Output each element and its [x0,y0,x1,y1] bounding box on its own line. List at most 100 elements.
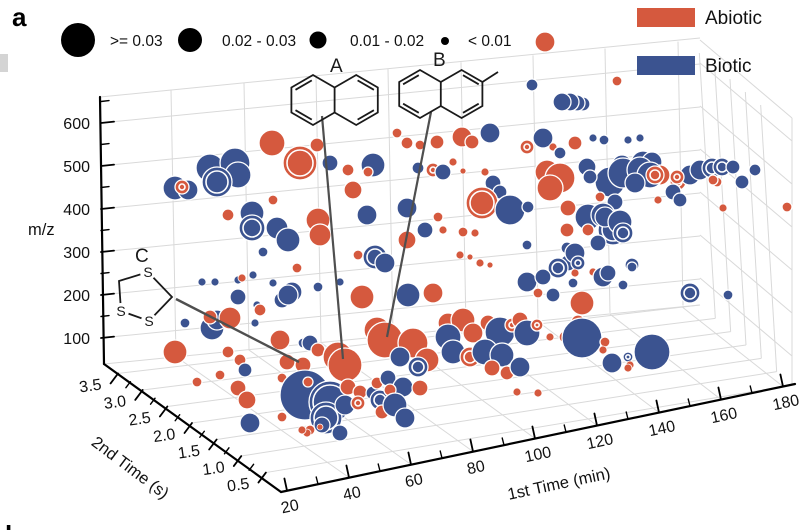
data-bubble-abiotic [162,339,188,365]
data-bubble-biotic [374,252,396,274]
data-bubble-biotic [623,135,633,145]
abiotic-label: Abiotic [705,8,762,29]
data-bubble-biotic [411,161,425,175]
data-bubble-biotic [479,122,501,144]
data-bubble-abiotic [581,223,595,237]
axis-line [779,373,784,388]
z-tick-label: 200 [63,288,90,305]
axis-line [100,185,110,189]
data-bubble-abiotic [536,174,564,202]
chemical-structures [113,68,499,329]
z-axis-title: m/z [28,221,55,239]
data-bubble-abiotic [669,169,685,185]
y-tick-label: 0.5 [226,476,250,496]
data-bubble-abiotic [214,369,226,381]
bubble-inner-ring [683,286,697,300]
data-bubble-abiotic [269,329,291,351]
grid-line [744,91,762,359]
data-bubble-abiotic [341,163,355,177]
data-bubble-biotic [395,282,421,308]
bubble-inner-ring [574,259,582,267]
axis-line [717,386,722,401]
axis-line [100,292,115,296]
data-bubble-abiotic [781,201,793,213]
leader-line-b [385,111,433,338]
data-bubble-biotic [248,270,258,280]
axis-line [469,438,474,453]
data-bubble-biotic [582,169,598,185]
x-tick-label: 80 [466,458,487,478]
x-tick-label: 180 [771,392,800,414]
axis-line [208,438,218,451]
data-bubble-abiotic [559,222,575,238]
z-tick-label: 300 [63,245,90,262]
size-legend-label-4: < 0.01 [468,33,512,50]
x-tick-label: 40 [342,484,363,504]
data-bubble-biotic [250,318,260,328]
data-bubble-abiotic [598,345,608,355]
data-bubble-biotic [229,288,247,306]
data-bubble-biotic [416,221,434,239]
data-bubble-abiotic [545,332,555,342]
data-bubble-biotic [722,289,734,301]
axis-line [199,430,206,438]
axis-line [223,447,230,455]
data-bubble-abiotic [455,250,465,260]
data-bubble-abiotic [530,318,544,332]
data-bubble-abiotic [462,322,484,344]
data-bubble-biotic [197,277,207,287]
grid-line [175,356,350,478]
y-tick-label: 1.5 [177,443,201,463]
data-bubble-biotic [545,287,561,303]
axis-line [100,163,115,167]
axis-line [377,463,381,472]
data-bubble-biotic [525,78,539,92]
data-bubble-biotic [622,351,634,363]
next-panel-partial-label: b [5,520,21,530]
grid-line [699,234,793,314]
data-bubble-abiotic [221,345,235,359]
data-bubble-abiotic [432,211,444,223]
data-bubble-abiotic [191,376,203,388]
data-bubble-biotic [321,154,339,172]
data-bubble-abiotic [411,379,429,397]
data-bubble-biotic [356,204,378,226]
x-tick-label: 120 [585,431,615,453]
axis-line [283,477,288,492]
data-bubble-abiotic [466,253,474,261]
data-bubble-biotic [312,281,324,293]
sulfur-atom-label: S [143,264,152,280]
data-bubble-biotic [275,227,301,253]
data-bubble-abiotic [237,390,257,410]
axis-line [563,424,567,433]
data-bubble-biotic [598,134,610,146]
data-bubble-abiotic [459,167,467,175]
data-bubble-biotic [734,174,750,190]
axis-line [593,412,598,427]
data-bubble-biotic [624,172,646,194]
data-bubble-biotic [599,264,617,282]
data-bubble-abiotic [570,268,580,278]
data-bubble-biotic [601,352,623,374]
data-bubble-biotic [532,127,554,149]
plot-axes: 100 200 300 400 500 600 3.53.02.52.01.51.00.5 2… [63,95,800,517]
data-bubble-abiotic [308,223,332,247]
axis-line [125,381,132,389]
data-bubble-abiotic [237,273,247,283]
biotic-label: Biotic [705,56,751,77]
axis-line [407,451,412,466]
data-bubble-abiotic [559,199,577,217]
data-bubble-abiotic [297,425,307,435]
data-bubble-abiotic [267,194,279,206]
axis-line [100,314,110,318]
data-bubble-biotic [588,133,598,143]
data-bubble-biotic [179,317,191,329]
axis-line [100,249,115,253]
x-tick-label: 100 [523,444,553,466]
data-bubble-abiotic [464,134,480,150]
data-bubble-biotic [617,279,629,291]
data-bubble-abiotic [438,225,448,235]
axis-line [100,142,110,146]
grid-line [99,37,701,98]
grid-line [460,62,467,328]
